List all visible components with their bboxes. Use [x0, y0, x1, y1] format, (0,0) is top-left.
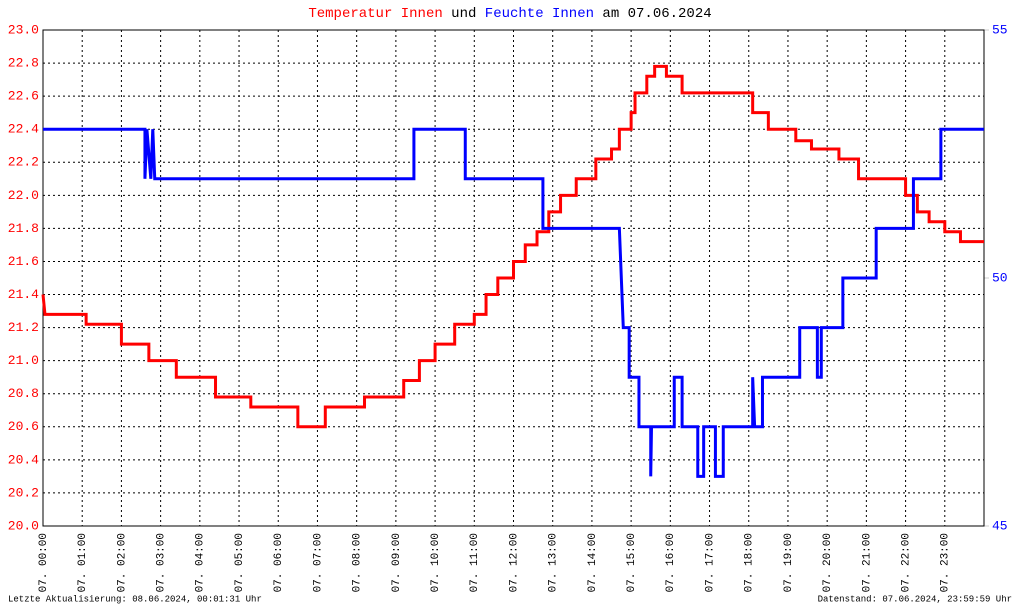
chart-title: Temperatur Innen und Feuchte Innen am 07…: [308, 6, 711, 22]
x-tick-label: 07. 06:00: [273, 533, 285, 592]
x-tick-label: 07. 04:00: [195, 533, 207, 592]
y2-tick-label: 50: [992, 270, 1008, 285]
title-series-2: Feuchte Innen: [485, 6, 594, 22]
y-tick-label: 20.6: [8, 419, 39, 434]
x-tick-label: 07. 18:00: [744, 533, 756, 592]
x-tick-label: 07. 23:00: [940, 533, 952, 592]
y-tick-label: 20.2: [8, 485, 39, 500]
title-suffix: am 07.06.2024: [602, 6, 711, 22]
y-tick-label: 21.8: [8, 221, 39, 236]
x-tick-label: 07. 17:00: [704, 533, 716, 592]
title-connector: und: [451, 6, 476, 22]
x-tick-label: 07. 05:00: [234, 533, 246, 592]
y-tick-label: 21.6: [8, 254, 39, 269]
x-tick-label: 07. 03:00: [156, 533, 168, 592]
x-tick-label: 07. 22:00: [900, 533, 912, 592]
x-tick-label: 07. 12:00: [508, 533, 520, 592]
x-tick-label: 07. 21:00: [861, 533, 873, 592]
x-tick-label: 07. 20:00: [822, 533, 834, 592]
plot-frame: [42, 29, 985, 527]
x-tick-label: 07. 15:00: [626, 533, 638, 592]
y-tick-label: 22.4: [8, 122, 39, 137]
x-tick-label: 07. 11:00: [469, 533, 481, 592]
y-tick-label: 20.0: [8, 518, 39, 533]
x-tick-label: 07. 14:00: [587, 533, 599, 592]
x-tick-label: 07. 02:00: [116, 533, 128, 592]
y-tick-label: 22.8: [8, 56, 39, 71]
y-tick-label: 22.0: [8, 188, 39, 203]
x-tick-label: 07. 09:00: [391, 533, 403, 592]
x-tick-label: 07. 08:00: [352, 533, 364, 592]
y-tick-label: 21.0: [8, 353, 39, 368]
y-tick-label: 21.4: [8, 287, 39, 302]
y-tick-label: 21.2: [8, 320, 39, 335]
title-series-1: Temperatur Innen: [308, 6, 442, 22]
y-tick-label: 20.8: [8, 386, 39, 401]
y-tick-label: 20.4: [8, 452, 39, 467]
x-tick-label: 07. 16:00: [665, 533, 677, 592]
y2-tick-label: 55: [992, 22, 1008, 37]
footer-left: Letzte Aktualisierung: 08.06.2024, 00:01…: [8, 594, 262, 604]
series-line: [41, 64, 984, 429]
footer-right: Datenstand: 07.06.2024, 23:59:59 Uhr: [818, 594, 1012, 604]
y-tick-label: 22.6: [8, 89, 39, 104]
x-tick-label: 07. 07:00: [312, 533, 324, 592]
x-tick-label: 07. 13:00: [548, 533, 560, 592]
y-tick-label: 22.2: [8, 155, 39, 170]
x-tick-label: 07. 19:00: [783, 533, 795, 592]
x-tick-label: 07. 00:00: [38, 533, 50, 592]
x-tick-label: 07. 10:00: [430, 533, 442, 592]
y2-tick-label: 45: [992, 518, 1008, 533]
y-tick-label: 23.0: [8, 22, 39, 37]
x-tick-label: 07. 01:00: [77, 533, 89, 592]
series-line: [43, 127, 984, 478]
